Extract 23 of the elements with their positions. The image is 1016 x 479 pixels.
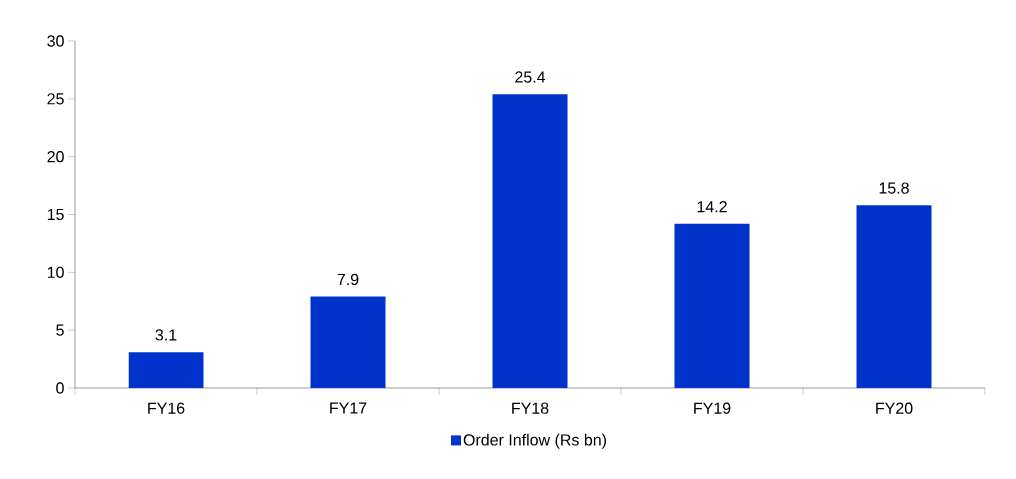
bar — [674, 223, 750, 388]
y-tick-label: 20 — [47, 151, 64, 163]
y-tick-label: 10 — [47, 266, 64, 278]
bar — [492, 94, 568, 388]
y-tick-label: 30 — [47, 35, 64, 47]
y-tick-label: 25 — [47, 93, 64, 105]
bar — [128, 352, 204, 388]
bar — [310, 296, 386, 388]
x-tick-label: FY16 — [148, 402, 185, 414]
y-tick-label: 0 — [56, 382, 64, 394]
legend-label: Order Inflow (Rs bn) — [463, 433, 606, 449]
data-label: 25.4 — [515, 71, 546, 83]
x-tick-label: FY17 — [330, 402, 367, 414]
y-tick-label: 15 — [47, 208, 64, 221]
x-tick-label: FY20 — [876, 402, 913, 414]
data-label: 15.8 — [879, 182, 909, 194]
y-tick-label: 5 — [56, 324, 64, 336]
bar — [856, 205, 932, 388]
x-tick-label: FY19 — [694, 402, 731, 414]
data-label: 14.2 — [697, 201, 727, 213]
x-tick-label: FY18 — [512, 402, 549, 414]
data-label: 7.9 — [337, 273, 359, 286]
data-label: 3.1 — [155, 329, 177, 341]
